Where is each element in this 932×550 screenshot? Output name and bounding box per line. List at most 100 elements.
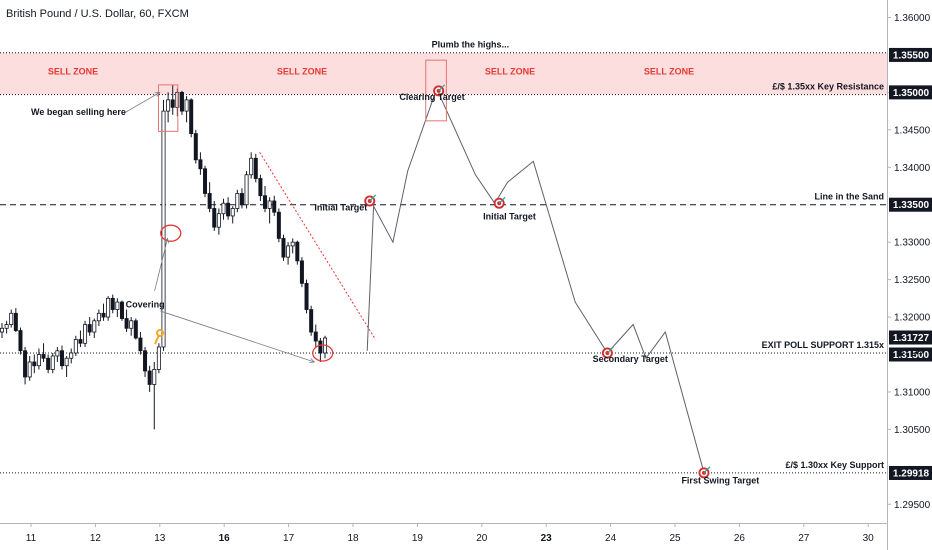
price-tag-label: 1.33500 [893,200,930,211]
candle [207,182,212,213]
candle [290,238,295,254]
time-tick-label: 30 [863,533,875,544]
candle-body [244,174,249,206]
candle [92,318,97,339]
candle-body [46,357,51,370]
candle-body [189,99,194,134]
price-tag [889,465,932,480]
candle [216,208,221,235]
candle [32,354,37,374]
candle-body [309,309,314,333]
candle [244,171,249,209]
candle-body [267,200,272,209]
annotation-label: Clearing Target [399,92,464,102]
candle [193,129,198,164]
candle-body [286,245,291,258]
candle [18,327,23,355]
level-label-exit-poll: EXIT POLL SUPPORT 1.315x [762,340,884,350]
candle-body [4,324,9,329]
candle-body [124,318,129,329]
candle [322,335,327,359]
price-tick-label: 1.30500 [894,425,931,436]
time-tick-label: 18 [347,533,359,544]
price-tick-label: 1.32000 [894,313,931,324]
leader-line [123,92,161,114]
candle [249,152,254,179]
candle [13,308,18,333]
time-tick-label: 26 [734,533,746,544]
candle-body [249,157,254,176]
candle-body [87,324,92,333]
candle [203,165,208,198]
level-label-key-support: £/$ 1.30xx Key Support [785,460,884,470]
annotation-label: Initial Target [314,203,367,213]
candle [69,348,74,364]
target-dart [369,194,377,202]
candle [230,206,235,224]
countdown-label: 51:39 [898,346,923,357]
projection-path [366,87,705,473]
candle-body [226,202,231,217]
candle [0,323,4,339]
candle-body [78,339,83,344]
candle-body [198,159,203,170]
candle-body [115,301,120,310]
candle [23,347,28,385]
sell-zone-label: SELL ZONE [48,67,98,77]
annotation-label: Plumb the highs... [432,39,510,49]
target-icon [364,194,377,207]
candle [235,189,240,213]
candle-body [179,91,184,112]
annotation-label: Secondary Target [593,354,668,364]
highlight-box [158,84,179,132]
candle [46,354,51,374]
candle [119,300,124,321]
level-label-key-resistance: £/$ 1.35xx Key Resistance [772,82,884,92]
candle [133,318,138,340]
candle [4,320,9,334]
candle [87,317,92,336]
time-tick-label: 20 [476,533,488,544]
candle [106,296,111,321]
price-tag [889,330,932,345]
candle [258,174,263,201]
candle [239,188,244,209]
target-dart [498,196,506,204]
channel-line [259,152,376,340]
target-dart [703,466,711,474]
sell-zone-label: SELL ZONE [277,67,327,77]
candle-body [0,327,4,333]
candle [212,200,217,231]
candle-body [41,354,46,359]
candle-body [212,208,217,228]
annotation-label: We began selling here [31,107,126,117]
candle [50,352,55,374]
candle-body [281,238,286,258]
candle-body [64,357,69,367]
price-tick-label: 1.29500 [894,500,931,511]
candle [101,303,106,321]
candle-body [313,331,318,342]
candle-body [59,350,64,367]
price-tag [889,47,932,62]
candle-body [295,241,300,262]
candle-body [36,354,41,367]
level-label-line-in-sand: Line in the Sand [814,192,884,202]
price-tick-label: 1.34500 [894,125,931,136]
candle-body [55,350,60,357]
candle-body [258,178,263,197]
price-tick-label: 1.33000 [894,238,931,249]
candle-body [170,99,175,108]
leader-line [160,310,315,363]
candle-body [272,200,277,213]
chart-title: British Pound / U.S. Dollar, 60, FXCM [6,8,189,20]
candle-body [263,195,268,209]
candle [295,240,300,265]
leader-arrow [309,358,316,364]
candle-body [138,337,143,352]
candle [281,234,286,261]
covering-circle [160,224,182,242]
candle-body [166,99,171,112]
